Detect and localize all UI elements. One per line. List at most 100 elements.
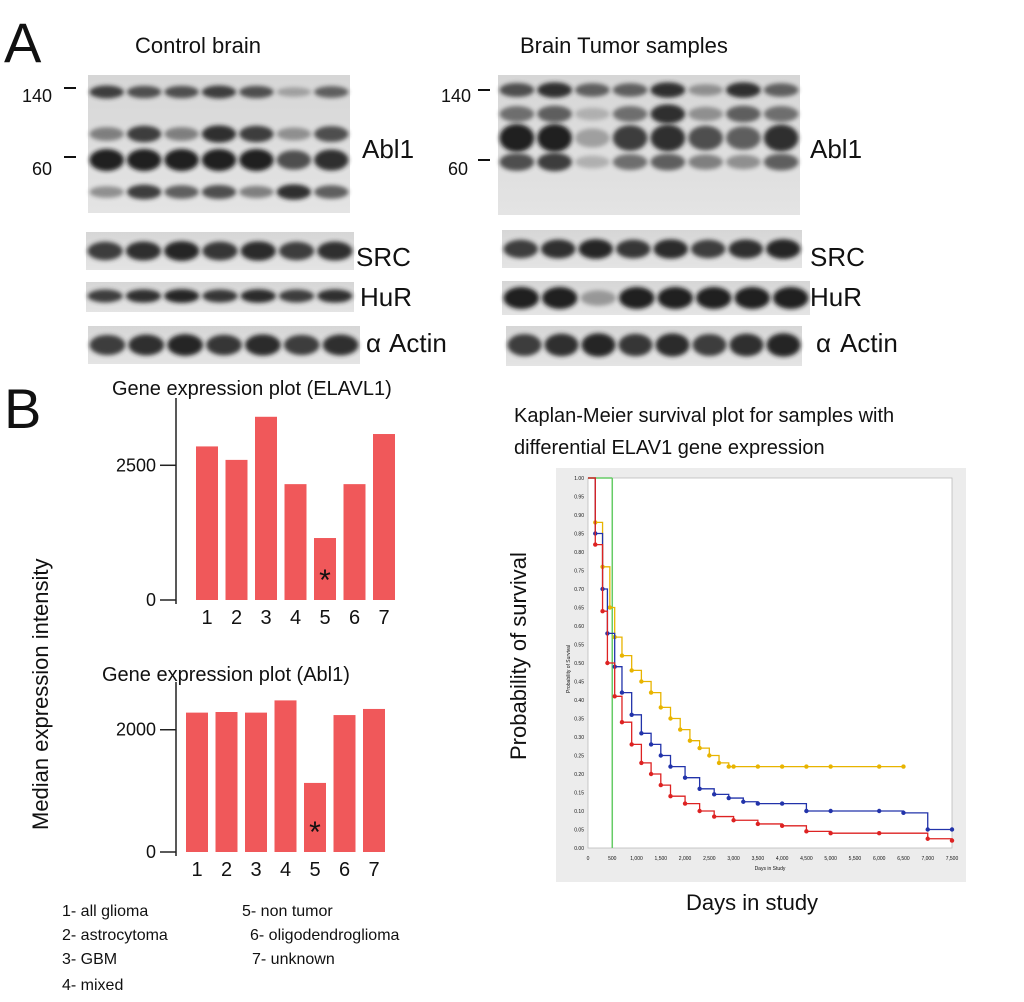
km-censor-mark-blue bbox=[741, 799, 746, 804]
bar-2 bbox=[225, 459, 248, 600]
blot-band bbox=[278, 289, 315, 303]
blot-band bbox=[164, 127, 199, 141]
blot-band bbox=[537, 82, 572, 98]
hur-blot-tumor bbox=[502, 281, 810, 315]
median-expression-ylabel: Median expression intensity bbox=[28, 559, 53, 830]
blot-band bbox=[499, 106, 535, 122]
km-y-tick-label: 0.20 bbox=[574, 772, 584, 778]
bar-7 bbox=[363, 708, 385, 852]
legend-item-5: 5- non tumor bbox=[242, 903, 333, 920]
blot-band bbox=[537, 105, 572, 123]
src-label-left: SRC bbox=[356, 242, 411, 272]
km-censor-mark-blue bbox=[828, 808, 833, 814]
blot-band bbox=[763, 153, 799, 171]
blot-band bbox=[616, 239, 651, 259]
abl1-bar-chart: 2000 0 1 2 3 4 5 * 6 7 bbox=[116, 682, 385, 881]
x-tick-label: 5 bbox=[309, 859, 320, 881]
blot-band bbox=[317, 241, 353, 261]
km-censor-mark-red bbox=[711, 814, 717, 819]
elavl1-chart-title: Gene expression plot (ELAVL1) bbox=[112, 378, 392, 400]
abl1-blot-control bbox=[88, 75, 350, 213]
km-censor-mark-yellow bbox=[707, 753, 712, 758]
blot-band bbox=[167, 334, 204, 356]
km-censor-mark-yellow bbox=[607, 605, 613, 610]
km-censor-mark-blue bbox=[755, 801, 761, 806]
blot-band bbox=[575, 128, 610, 148]
blot-band bbox=[499, 82, 535, 98]
blot-band bbox=[126, 149, 162, 171]
actin-blot-tumor bbox=[506, 326, 802, 366]
km-y-tick-label: 0.90 bbox=[574, 513, 584, 519]
bar-1 bbox=[196, 446, 218, 600]
panel-a-label: A bbox=[4, 11, 42, 74]
km-censor-mark-blue bbox=[711, 792, 717, 797]
blot-band bbox=[499, 124, 535, 152]
blot-band bbox=[164, 289, 200, 303]
blot-band bbox=[164, 185, 199, 199]
km-censor-mark-blue bbox=[726, 795, 731, 801]
blot-band bbox=[688, 84, 723, 96]
km-censor-mark-red bbox=[629, 742, 634, 747]
km-y-tick-label: 0.50 bbox=[574, 661, 584, 667]
x-tick-label: 1 bbox=[191, 859, 202, 881]
blot-band bbox=[696, 287, 732, 309]
legend-item-3: 3- GBM bbox=[62, 951, 117, 968]
blot-band bbox=[314, 185, 349, 199]
km-censor-mark-red bbox=[658, 782, 663, 788]
km-censor-mark-yellow bbox=[901, 764, 906, 769]
km-censor-mark-blue bbox=[901, 810, 906, 816]
km-curve-red bbox=[588, 477, 953, 841]
km-x-tick-label: 4,000 bbox=[776, 856, 789, 862]
mw-60-right: 60 bbox=[448, 159, 468, 179]
blot-band bbox=[126, 85, 162, 99]
km-censor-mark-red bbox=[804, 829, 809, 834]
km-x-tick-label: 7,500 bbox=[946, 856, 959, 862]
legend-item-1: 1- all glioma bbox=[62, 903, 148, 920]
blot-band bbox=[202, 289, 238, 303]
km-x-tick-label: 5,000 bbox=[824, 856, 837, 862]
abl1-blot-tumor bbox=[498, 75, 800, 215]
blot-band bbox=[612, 154, 648, 170]
blot-band bbox=[692, 333, 727, 357]
blot-band bbox=[766, 333, 801, 357]
km-censor-mark-blue bbox=[682, 775, 688, 780]
km-y-tick-label: 0.95 bbox=[574, 495, 584, 501]
blot-band bbox=[575, 107, 610, 121]
blot-band bbox=[240, 241, 276, 261]
bar-4 bbox=[284, 484, 307, 600]
km-censor-mark-yellow bbox=[804, 764, 809, 769]
bar-3 bbox=[245, 712, 267, 852]
km-censor-mark-yellow bbox=[877, 764, 882, 769]
bar-2 bbox=[215, 712, 238, 852]
significance-asterisk: * bbox=[319, 564, 331, 597]
blot-band bbox=[89, 149, 124, 171]
km-censor-mark-red bbox=[619, 720, 625, 725]
km-x-tick-label: 3,000 bbox=[727, 856, 740, 862]
blot-band bbox=[125, 289, 162, 303]
bar-6 bbox=[333, 715, 356, 852]
km-censor-mark-yellow bbox=[639, 679, 644, 684]
blot-band bbox=[89, 334, 126, 356]
y-tick-label: 2500 bbox=[116, 455, 156, 475]
km-censor-mark-red bbox=[682, 801, 688, 806]
x-tick-label: 7 bbox=[378, 607, 389, 629]
blot-band bbox=[581, 333, 616, 357]
blot-band bbox=[239, 125, 274, 143]
legend-item-6: 6- oligodendroglioma bbox=[250, 927, 400, 944]
blot-band bbox=[89, 127, 124, 141]
blot-band bbox=[541, 239, 576, 259]
km-censor-mark-yellow bbox=[828, 764, 833, 769]
x-tick-label: 7 bbox=[368, 859, 379, 881]
mw-140-right: 140 bbox=[441, 86, 471, 106]
blot-band bbox=[317, 289, 353, 303]
km-y-tick-label: 0.35 bbox=[574, 717, 584, 723]
blot-band bbox=[537, 152, 572, 172]
x-tick-label: 6 bbox=[339, 859, 350, 881]
blot-band bbox=[239, 185, 274, 199]
km-censor-mark-yellow bbox=[678, 727, 683, 732]
km-title-line1: Kaplan-Meier survival plot for samples w… bbox=[514, 405, 894, 427]
src-blot-control bbox=[86, 232, 354, 270]
blot-band bbox=[278, 241, 315, 261]
x-tick-label: 1 bbox=[201, 607, 212, 629]
x-tick-label: 2 bbox=[231, 607, 242, 629]
